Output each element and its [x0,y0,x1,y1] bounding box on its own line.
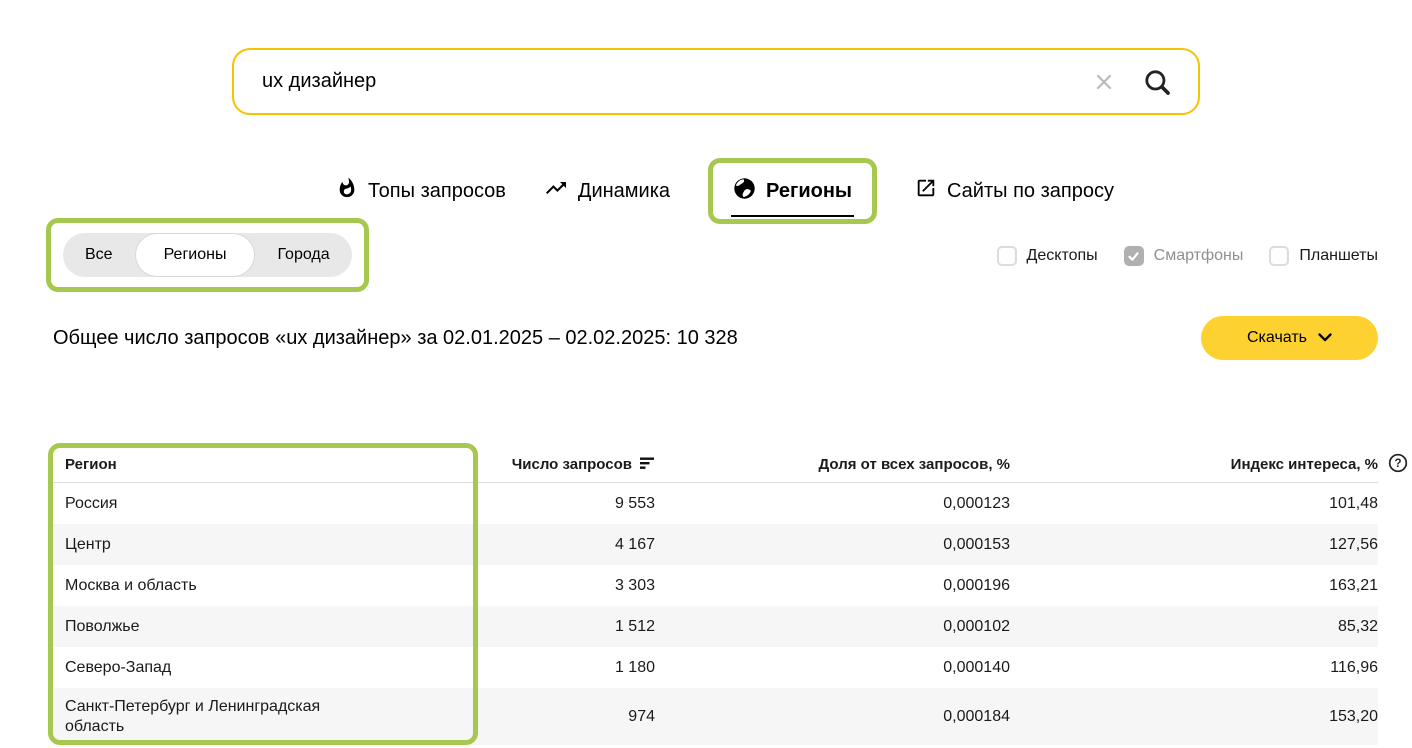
cell-region: Поволжье [65,617,140,635]
column-header-count[interactable]: Число запросов [478,456,655,473]
annotation-box-segmented: Все Регионы Города [46,218,369,292]
cell-index: 127,56 [1329,535,1378,553]
cell-count: 3 303 [614,576,655,594]
tab-label: Топы запросов [368,179,506,202]
table-row: Поволжье 1 512 0,000102 85,32 [53,606,1378,647]
checkbox-label: Смартфоны [1153,247,1244,264]
sort-icon[interactable] [640,457,655,470]
column-header-region: Регион [65,456,117,473]
fire-icon [336,177,358,205]
cell-count: 4 167 [614,535,655,553]
segment-cities[interactable]: Города [277,246,330,263]
tab-dynamics[interactable]: Динамика [544,176,670,206]
cell-region: Северо-Запад [65,658,172,676]
checkbox-smartphones[interactable] [1123,246,1144,266]
check-icon [1128,251,1139,261]
cell-count: 1 512 [614,617,655,635]
segmented-control: Все Регионы Города [63,233,352,277]
cell-count: 1 180 [614,658,655,676]
cell-region: Центр [65,535,111,553]
cell-region: Москва и область [65,576,197,594]
checkbox-label: Планшеты [1299,247,1378,264]
table-row: Санкт-Петербург и Ленинградская область … [53,688,1378,745]
annotation-box-regions-tab: Регионы [708,158,878,224]
cell-share: 0,000102 [943,617,1010,635]
cell-share: 0,000184 [943,707,1010,725]
tab-bar: Топы запросов Динамика Регионы Сайты по … [19,158,1412,224]
globe-icon [733,177,756,206]
cell-index: 116,96 [1330,658,1378,676]
checkbox-tablets[interactable] [1269,246,1290,266]
column-header-share: Доля от всех запросов, % [818,456,1010,473]
search-icon[interactable] [1142,67,1172,97]
tab-label: Регионы [766,179,853,202]
search-bar [232,48,1200,115]
regions-table: Регион Число запросов Доля от всех запро… [53,447,1408,745]
checkbox-desktops[interactable] [996,246,1017,266]
download-label: Скачать [1247,329,1307,346]
cell-index: 153,20 [1329,707,1378,725]
summary-text: Общее число запросов «ux дизайнер» за 02… [53,327,738,349]
tab-label: Сайты по запросу [947,179,1114,202]
cell-share: 0,000153 [943,535,1010,553]
external-link-icon [915,177,937,205]
device-filter-desktops[interactable]: Десктопы [996,246,1098,266]
cell-share: 0,000140 [943,658,1010,676]
tab-label: Динамика [577,179,671,202]
cell-index: 163,21 [1329,576,1378,594]
clear-icon[interactable] [1092,70,1116,94]
tab-tops[interactable]: Топы запросов [336,177,506,205]
device-filters: Десктопы Смартфоны Планшеты [996,246,1378,266]
table-row: Северо-Запад 1 180 0,000140 116,96 [53,647,1378,688]
device-filter-tablets[interactable]: Планшеты [1269,246,1378,266]
cell-region: Санкт-Петербург и Ленинградская область [65,697,321,735]
cell-region: Россия [65,494,118,512]
device-filter-smartphones[interactable]: Смартфоны [1123,246,1244,266]
segment-regions[interactable]: Регионы [134,233,256,277]
checkbox-label: Десктопы [1026,247,1098,264]
svg-text:?: ? [1394,458,1401,470]
cell-share: 0,000196 [943,576,1010,594]
download-button[interactable]: Скачать [1201,316,1378,360]
table-row: Центр 4 167 0,000153 127,56 [53,524,1378,565]
cell-count: 974 [628,707,655,725]
column-header-index: Индекс интереса, % ? [1010,453,1408,473]
search-input[interactable] [262,70,1092,93]
table-row: Россия 9 553 0,000123 101,48 [53,483,1378,524]
tab-regions[interactable]: Регионы [731,177,854,217]
cell-index: 85,32 [1337,617,1378,635]
cell-count: 9 553 [614,494,655,512]
trend-up-icon [544,176,568,206]
segment-all[interactable]: Все [85,246,113,263]
tab-sites[interactable]: Сайты по запросу [915,177,1114,205]
cell-index: 101,48 [1329,494,1378,512]
chevron-down-icon [1318,329,1332,347]
table-row: Москва и область 3 303 0,000196 163,21 [53,565,1378,606]
cell-share: 0,000123 [943,494,1010,512]
question-icon[interactable]: ? [1388,453,1408,477]
table-header-row: Регион Число запросов Доля от всех запро… [53,447,1408,483]
